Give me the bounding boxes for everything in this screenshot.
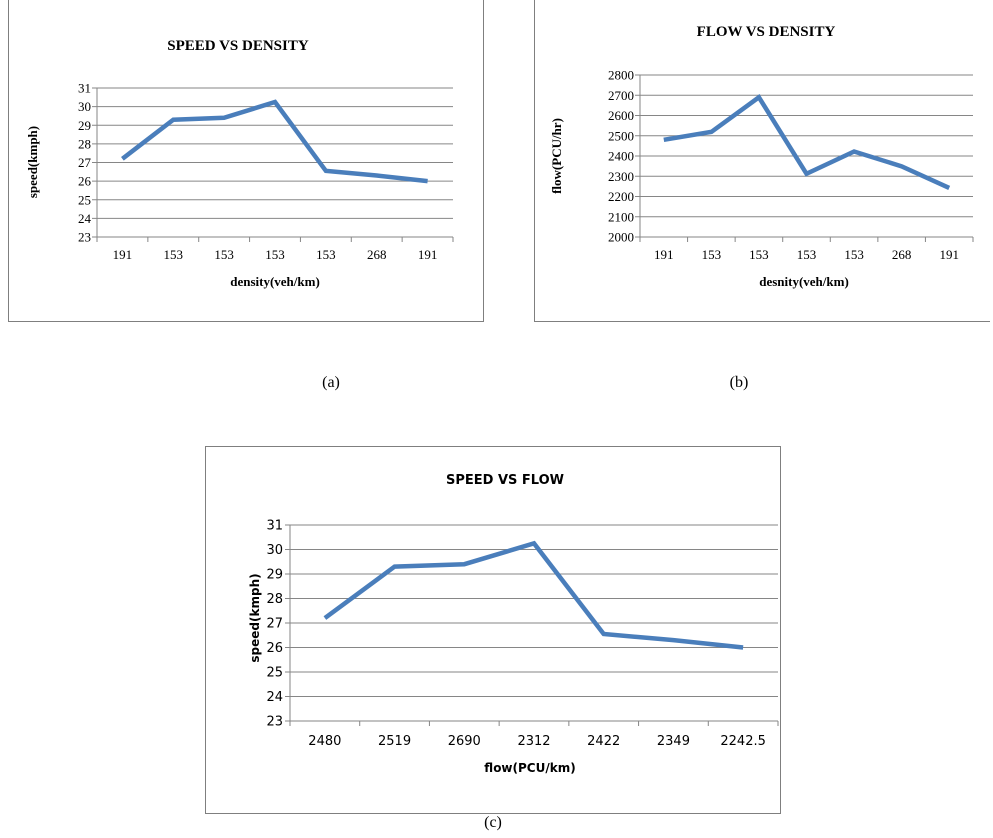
y-tick-label: 24 (78, 211, 92, 226)
y-axis-title: speed(kmph) (248, 573, 262, 662)
chart-panel-speed-vs-density: 23 24 25 26 27 28 29 30 31 191 153 153 153 153 268 191 S… (8, 0, 484, 322)
chart-panel-speed-vs-flow: 23 24 25 26 27 28 29 30 31 2480 2519 2690 2312 2422 23… (205, 446, 781, 814)
y-tick-label: 23 (266, 715, 283, 730)
x-tick-label: 268 (367, 247, 387, 262)
y-tick-label: 26 (78, 174, 92, 189)
x-tick-label: 268 (892, 247, 912, 262)
x-tick-label: 2480 (308, 734, 341, 749)
y-tick-label: 27 (266, 617, 283, 632)
caption-b: (b) (729, 374, 749, 391)
x-axis-title: flow(PCU/km) (484, 761, 575, 775)
x-tick-label: 153 (164, 247, 184, 262)
y-tick-label: 2400 (608, 149, 634, 164)
y-tick-label: 29 (266, 568, 283, 583)
caption-c: (c) (484, 814, 502, 831)
y-tick-label: 30 (78, 99, 91, 114)
x-tick-label: 191 (418, 247, 438, 262)
y-tick-label: 29 (78, 118, 91, 133)
x-tick-label: 191 (654, 247, 674, 262)
y-axis-title: speed(kmph) (25, 126, 40, 198)
x-tick-label: 153 (797, 247, 817, 262)
y-tick-label: 31 (78, 81, 91, 96)
x-tick-label: 153 (316, 247, 336, 262)
y-tick-label: 26 (266, 641, 283, 656)
series-line (663, 94, 951, 190)
x-tick-label: 2349 (657, 734, 690, 749)
x-tick-label: 153 (265, 247, 285, 262)
y-tick-label: 2700 (608, 88, 634, 103)
y-tick-label: 23 (78, 230, 91, 245)
y-tick-label: 2600 (608, 108, 634, 123)
chart-title: SPEED VS DENSITY (167, 38, 309, 54)
x-tick-label: 191 (113, 247, 133, 262)
x-tick-label: 153 (214, 247, 234, 262)
y-tick-label: 31 (266, 519, 283, 534)
x-tick-label: 153 (749, 247, 769, 262)
y-tick-label: 2500 (608, 128, 634, 143)
chart-title: SPEED VS FLOW (446, 473, 564, 488)
chart-panel-flow-vs-density: 2000 2100 2200 2300 2400 2500 2600 2700 2800 191 1… (534, 0, 990, 322)
y-tick-label: 2000 (608, 230, 634, 245)
y-tick-label: 2800 (608, 68, 634, 83)
x-tick-label: 153 (702, 247, 722, 262)
y-tick-label: 25 (266, 666, 283, 681)
x-tick-label: 2242.5 (720, 734, 766, 749)
chart-title: FLOW VS DENSITY (697, 24, 836, 40)
x-tick-label: 2690 (448, 734, 481, 749)
y-tick-label: 28 (266, 592, 283, 607)
y-tick-label: 25 (78, 192, 91, 207)
y-tick-label: 2300 (608, 169, 634, 184)
x-tick-label: 2519 (378, 734, 411, 749)
y-tick-label: 2200 (608, 189, 634, 204)
x-tick-label: 2312 (517, 734, 550, 749)
series-line (121, 99, 428, 184)
x-tick-label: 153 (844, 247, 864, 262)
x-tick-label: 2422 (587, 734, 620, 749)
y-axis-title: flow(PCU/hr) (549, 118, 564, 194)
chart-c-svg: 23 24 25 26 27 28 29 30 31 2480 2519 2690 2312 2422 23… (248, 473, 779, 775)
y-tick-label: 27 (78, 155, 92, 170)
series-line (323, 540, 744, 650)
x-axis-title: density(veh/km) (230, 274, 320, 289)
y-tick-label: 24 (266, 690, 283, 705)
y-tick-label: 30 (266, 543, 283, 558)
chart-b-svg: 2000 2100 2200 2300 2400 2500 2600 2700 2800 191 1… (549, 24, 974, 289)
x-axis-title: desnity(veh/km) (759, 274, 849, 289)
caption-a: (a) (322, 374, 340, 391)
y-tick-label: 28 (78, 136, 91, 151)
chart-a-svg: 23 24 25 26 27 28 29 30 31 191 153 153 153 153 268 191 S… (25, 38, 454, 289)
x-tick-label: 191 (939, 247, 959, 262)
y-tick-label: 2100 (608, 209, 634, 224)
